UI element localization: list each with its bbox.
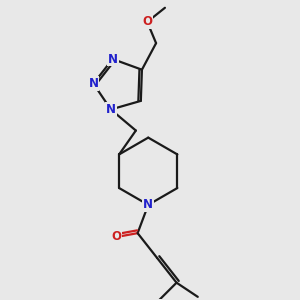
- Text: N: N: [88, 77, 98, 90]
- Text: N: N: [108, 52, 118, 65]
- Text: O: O: [111, 230, 122, 243]
- Text: N: N: [106, 103, 116, 116]
- Text: O: O: [142, 15, 152, 28]
- Text: N: N: [143, 198, 153, 211]
